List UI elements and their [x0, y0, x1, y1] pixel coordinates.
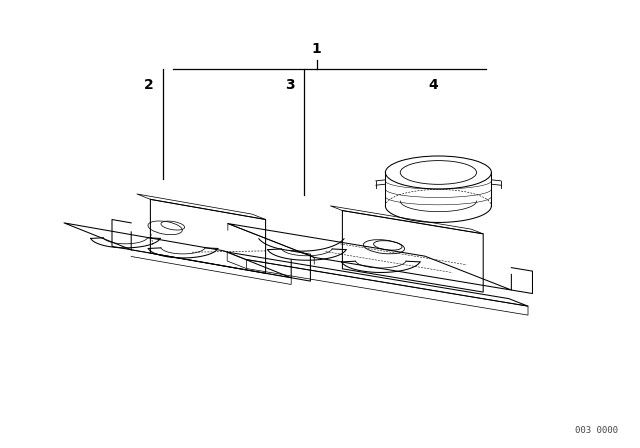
Text: 4: 4: [429, 78, 438, 92]
Text: 003 0000: 003 0000: [575, 426, 618, 435]
Text: 1: 1: [312, 42, 322, 56]
Text: 2: 2: [144, 78, 154, 92]
Text: 3: 3: [285, 78, 294, 92]
